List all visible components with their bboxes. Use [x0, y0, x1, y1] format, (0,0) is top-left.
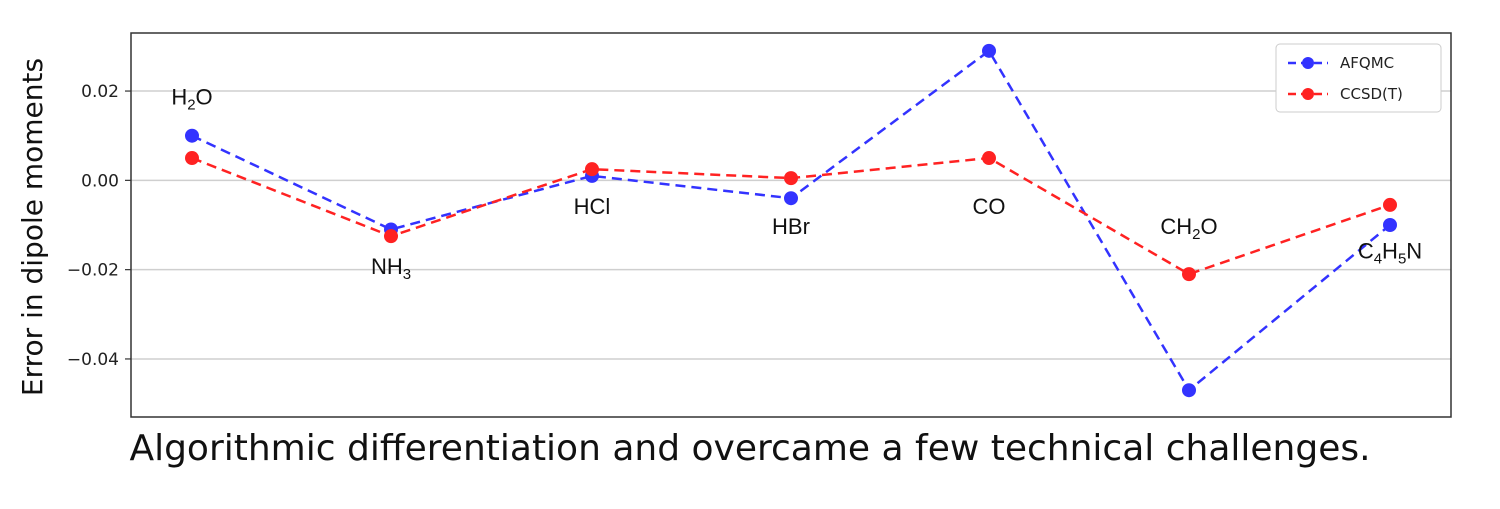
- grid-lines: [131, 90, 1451, 360]
- data-point: [1182, 267, 1196, 282]
- data-point: [784, 171, 798, 186]
- data-point: [982, 151, 996, 166]
- data-point: [1182, 383, 1196, 398]
- data-point: [784, 191, 798, 206]
- legend-label: AFQMC: [1340, 54, 1394, 72]
- data-point: [585, 162, 599, 177]
- data-point: [982, 43, 996, 58]
- legend-marker: [1302, 57, 1314, 69]
- plot-frame: [130, 32, 1452, 418]
- legend-label: CCSD(T): [1340, 85, 1403, 103]
- y-tick-label: 0.02: [81, 82, 119, 102]
- caption: Algorithmic differentiation and overcame…: [129, 428, 1371, 469]
- y-tick-label: 0.00: [81, 171, 119, 191]
- data-point: [384, 229, 398, 244]
- y-tick-label: −0.04: [67, 350, 119, 370]
- annotation-label: CO: [973, 194, 1006, 219]
- series-layer: [185, 43, 1397, 398]
- data-point: [185, 128, 199, 143]
- annotation-label: HCl: [574, 194, 611, 219]
- y-tick-label: −0.02: [67, 261, 119, 281]
- series-ccsd-t-: [185, 151, 1397, 282]
- data-point: [1383, 218, 1397, 232]
- data-point: [1383, 197, 1397, 212]
- annotation-label: HBr: [772, 214, 810, 239]
- molecule-annotations: H2O NH3 HCl HBr CO CH2O C4H5N: [171, 84, 1422, 283]
- y-axis-ticks: 0.02 0.00 −0.02 −0.04: [67, 82, 131, 370]
- dipole-error-chart: 0.02 0.00 −0.02 −0.04 Error in dipole momen…: [16, 32, 1452, 418]
- annotation-label: C4H5N: [1358, 238, 1422, 267]
- annotation-label: NH3: [371, 254, 411, 283]
- legend-marker: [1302, 88, 1314, 100]
- data-point: [185, 151, 199, 166]
- y-axis-label: Error in dipole moments: [16, 58, 49, 396]
- annotation-label: H2O: [171, 84, 212, 113]
- legend: AFQMC CCSD(T): [1275, 43, 1442, 113]
- annotation-label: CH2O: [1160, 214, 1217, 243]
